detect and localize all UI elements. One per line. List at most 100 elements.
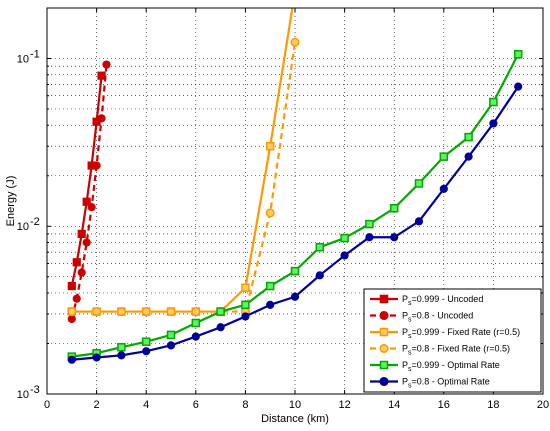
legend-swatch-marker [379,327,389,337]
data-point [97,114,106,123]
x-tick-label: 10 [289,399,301,411]
data-point [82,197,91,206]
data-point [117,351,126,360]
data-point [102,60,111,69]
y-tick-exponent: -3 [30,384,40,396]
data-point [67,355,76,364]
y-axis-label: Energy (J) [5,176,17,227]
data-point [92,161,101,170]
data-point [72,258,81,267]
data-point [166,341,176,350]
data-point [166,330,176,340]
data-point [216,323,225,332]
data-point [97,71,106,80]
y-tick-label: 10 [17,389,29,401]
data-point [67,281,76,291]
data-point [265,141,275,151]
data-point [340,233,349,243]
data-point [72,294,81,303]
x-tick-label: 8 [242,399,248,411]
data-point [216,307,225,316]
data-point [439,184,448,193]
data-point [414,217,424,226]
series-5 [67,82,523,364]
data-point [290,266,300,276]
x-tick-label: 6 [193,399,199,411]
legend-label: Ps=0.8 - Fixed Rate (r=0.5) [402,344,510,357]
legend-entry-4: Ps=0.999 - Optimal Rate [370,360,500,373]
legend-entry-3: Ps=0.8 - Fixed Rate (r=0.5) [370,344,510,357]
data-point [315,271,324,280]
x-tick-label: 20 [537,399,549,411]
data-point [141,337,151,346]
x-tick-label: 0 [44,399,50,411]
data-point [414,179,424,188]
data-point [439,152,449,161]
data-point [191,332,200,341]
x-tick-label: 18 [487,399,499,411]
y-tick-label: 10 [17,221,29,233]
data-point [365,219,374,229]
data-point [166,307,176,317]
x-tick-label: 12 [338,399,350,411]
legend: Ps=0.999 - Uncoded Ps=0.8 - Uncoded Ps=0.9… [363,288,542,393]
legend-swatch-marker [379,294,389,304]
legend-label: Ps=0.8 - Optimal Rate [402,377,490,390]
y-tick-label: 10 [17,53,29,65]
x-tick-label: 2 [94,399,100,411]
data-point [265,208,275,218]
data-point [340,251,349,260]
legend-swatch-marker [379,360,389,370]
data-point [489,97,498,107]
data-point [117,342,126,352]
data-point [464,152,473,161]
series-1 [67,60,111,324]
legend-swatch-marker [379,376,389,387]
data-point [82,238,91,247]
legend-label: Ps=0.999 - Optimal Rate [402,360,500,373]
data-point [77,229,86,239]
x-tick-label: 16 [438,399,450,411]
y-tick-exponent: -1 [30,48,40,60]
legend-label: Ps=0.999 - Fixed Rate (r=0.5) [402,327,520,340]
data-point [92,353,101,362]
data-point [290,37,300,47]
series-line [70,64,108,320]
data-point [141,307,151,317]
data-point [77,268,86,277]
legend-label: Ps=0.8 - Uncoded [402,311,473,324]
x-tick-label: 14 [388,399,400,411]
series-line [71,42,297,313]
legend-swatch-marker [379,310,389,321]
legend-swatch-marker [379,343,389,354]
data-point [67,314,76,324]
data-point [87,203,96,212]
data-point [513,50,523,59]
data-point [266,300,275,309]
data-point [241,283,250,292]
series-0 [67,71,106,291]
legend-entry-1: Ps=0.8 - Uncoded [370,311,473,324]
data-point [265,281,275,291]
data-point [67,307,77,317]
data-point [365,233,374,242]
data-point [315,242,325,252]
legend-entry-0: Ps=0.999 - Uncoded [370,294,483,307]
data-point [390,233,399,242]
data-point [290,292,300,301]
legend-entry-2: Ps=0.999 - Fixed Rate (r=0.5) [370,327,520,340]
series-4 [67,50,523,361]
data-point [142,347,151,356]
y-tick-exponent: -2 [30,216,40,228]
legend-entry-5: Ps=0.8 - Optimal Rate [370,377,490,390]
legend-label: Ps=0.999 - Uncoded [402,294,483,307]
data-point [241,312,250,321]
data-point [389,204,399,213]
data-point [191,318,201,328]
data-point [241,300,250,310]
data-point [92,307,102,317]
x-axis-label: Distance (km) [261,413,329,425]
data-point [116,307,126,317]
